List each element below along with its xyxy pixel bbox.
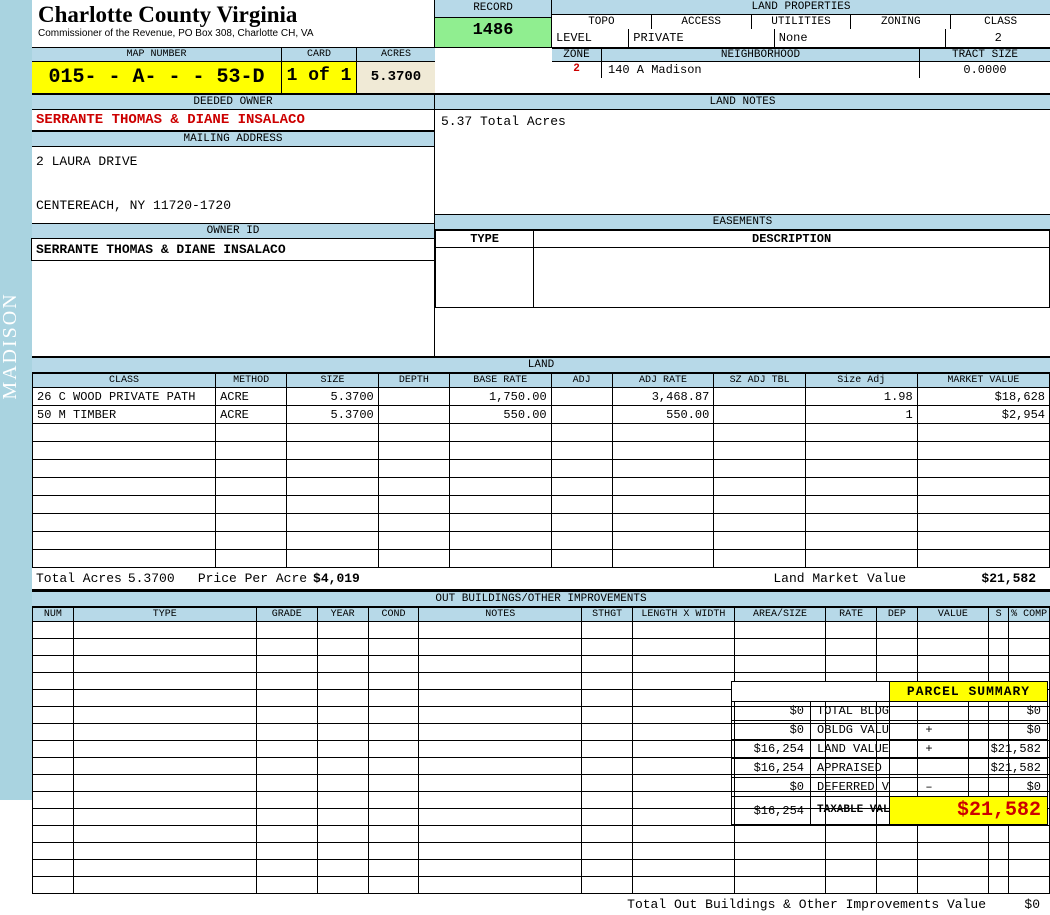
land-properties-block: LAND PROPERTIES TOPO ACCESS UTILITIES ZO… bbox=[552, 0, 1050, 48]
out-buildings-blank-row[interactable] bbox=[33, 877, 1050, 894]
taxable-value-label: TAXABLE VALUE bbox=[811, 797, 890, 825]
land-notes-text: 5.37 Total Acres bbox=[435, 110, 1050, 214]
out-buildings-blank-row[interactable] bbox=[33, 843, 1050, 860]
utilities-value: None bbox=[775, 29, 946, 47]
page-subtitle: Commissioner of the Revenue, PO Box 308,… bbox=[38, 28, 428, 39]
land-properties-section-label: LAND PROPERTIES bbox=[552, 0, 1050, 15]
land-table-section: LAND CLASS METHOD SIZE DEPTH BASE RATE A… bbox=[32, 357, 1050, 591]
easement-type-col-label: TYPE bbox=[436, 231, 534, 248]
out-buildings-blank-row[interactable] bbox=[33, 826, 1050, 843]
owner-notes-row: DEEDED OWNER SERRANTE THOMAS & DIANE INS… bbox=[32, 94, 1050, 357]
owner-id-section-label: OWNER ID bbox=[32, 223, 434, 239]
acres-block: ACRES 5.3700 bbox=[357, 48, 435, 93]
land-totals-row: Total Acres 5.3700 Price Per Acre $4,019… bbox=[32, 568, 1050, 589]
access-value: PRIVATE bbox=[629, 29, 775, 47]
land-table[interactable]: CLASS METHOD SIZE DEPTH BASE RATE ADJ AD… bbox=[32, 373, 1050, 568]
land-table-blank-row[interactable] bbox=[33, 532, 1050, 550]
owner-id-value: SERRANTE THOMAS & DIANE INSALACO bbox=[31, 238, 435, 261]
owner-column: DEEDED OWNER SERRANTE THOMAS & DIANE INS… bbox=[32, 94, 435, 356]
land-table-blank-row[interactable] bbox=[33, 442, 1050, 460]
left-sidebar: MADISON bbox=[0, 0, 32, 800]
card-block: CARD 1 of 1 bbox=[282, 48, 357, 93]
neighborhood-value: 140 A Madison bbox=[602, 62, 919, 78]
class-value: 2 bbox=[946, 29, 1050, 47]
record-block: RECORD 1486 bbox=[435, 0, 552, 48]
topo-col-label: TOPO bbox=[552, 15, 652, 29]
taxable-left-value: $16,254 bbox=[732, 797, 811, 825]
deeded-owner-section-label: DEEDED OWNER bbox=[32, 94, 434, 110]
out-buildings-blank-row[interactable] bbox=[33, 656, 1050, 673]
price-per-acre-value: $4,019 bbox=[313, 571, 403, 586]
out-buildings-total-row: Total Out Buildings & Other Improvements… bbox=[32, 894, 1050, 915]
parcel-summary-title: PARCEL SUMMARY bbox=[890, 682, 1048, 702]
tractsize-value: 0.0000 bbox=[920, 62, 1050, 77]
land-table-blank-row[interactable] bbox=[33, 478, 1050, 496]
land-table-blank-row[interactable] bbox=[33, 514, 1050, 532]
land-table-row[interactable]: 26 C WOOD PRIVATE PATH ACRE 5.3700 1,750.00… bbox=[33, 388, 1050, 406]
land-table-blank-row[interactable] bbox=[33, 550, 1050, 568]
owner-name: SERRANTE THOMAS & DIANE INSALACO bbox=[32, 110, 434, 131]
acres-label: ACRES bbox=[357, 48, 435, 62]
out-buildings-total-value: $0 bbox=[1000, 897, 1040, 912]
card-value: 1 of 1 bbox=[282, 62, 356, 93]
easement-description-col-label: DESCRIPTION bbox=[534, 231, 1050, 248]
land-notes-section-label: LAND NOTES bbox=[435, 94, 1050, 110]
taxable-value: $21,582 bbox=[890, 797, 1048, 825]
notes-column: LAND NOTES 5.37 Total Acres EASEMENTS TY… bbox=[435, 94, 1050, 356]
land-market-value: $21,582 bbox=[956, 571, 1046, 586]
title-block: Charlotte County Virginia Commissioner o… bbox=[32, 0, 435, 48]
property-record-card: MADISON Charlotte County Virginia Commis… bbox=[0, 0, 1050, 800]
land-table-row[interactable]: 50 M TIMBER ACRE 5.3700 550.00 550.00 1 $2,954 bbox=[33, 406, 1050, 424]
out-buildings-blank-row[interactable] bbox=[33, 622, 1050, 639]
land-table-blank-row[interactable] bbox=[33, 496, 1050, 514]
neighborhood-label: NEIGHBORHOOD bbox=[602, 49, 919, 62]
out-buildings-section-label: OUT BUILDINGS/OTHER IMPROVEMENTS bbox=[32, 591, 1050, 607]
out-buildings-blank-row[interactable] bbox=[33, 860, 1050, 877]
easements-section-label: EASEMENTS bbox=[435, 214, 1050, 230]
utilities-col-label: UTILITIES bbox=[752, 15, 852, 29]
zoning-col-label: ZONING bbox=[851, 15, 951, 29]
zone-label: ZONE bbox=[552, 49, 601, 62]
parcel-summary-row: $16,254 LAND VALUE + $21,582 bbox=[732, 740, 1048, 759]
land-table-section-label: LAND bbox=[32, 357, 1050, 373]
land-table-blank-row[interactable] bbox=[33, 424, 1050, 442]
tractsize-label: TRACT SIZE bbox=[920, 49, 1050, 62]
main-content: Charlotte County Virginia Commissioner o… bbox=[32, 0, 1050, 800]
zone-value: 2 bbox=[552, 62, 601, 75]
topo-value: LEVEL bbox=[552, 29, 629, 47]
card-label: CARD bbox=[282, 48, 356, 62]
record-label: RECORD bbox=[435, 0, 551, 18]
land-table-blank-row[interactable] bbox=[33, 460, 1050, 478]
out-buildings-blank-row[interactable] bbox=[33, 639, 1050, 656]
parcel-summary-row: $0 OBLDG VALUE + $0 bbox=[732, 721, 1048, 740]
mailing-address-value: 2 LAURA DRIVE CENTEREACH, NY 11720-1720 bbox=[32, 147, 434, 223]
mailing-address-section-label: MAILING ADDRESS bbox=[32, 131, 434, 147]
map-number-value: 015- - A- - - 53-D bbox=[32, 62, 281, 93]
access-col-label: ACCESS bbox=[652, 15, 752, 29]
map-number-block: MAP NUMBER 015- - A- - - 53-D bbox=[32, 48, 282, 93]
record-value: 1486 bbox=[435, 18, 551, 47]
page-title: Charlotte County Virginia bbox=[38, 2, 428, 27]
total-acres-value: 5.3700 bbox=[128, 571, 198, 586]
title-row: Charlotte County Virginia Commissioner o… bbox=[32, 0, 1050, 48]
neighborhood-sidebar-label: MADISON bbox=[0, 241, 31, 451]
acres-value: 5.3700 bbox=[357, 62, 435, 93]
class-col-label: CLASS bbox=[951, 15, 1050, 29]
map-number-label: MAP NUMBER bbox=[32, 48, 281, 62]
